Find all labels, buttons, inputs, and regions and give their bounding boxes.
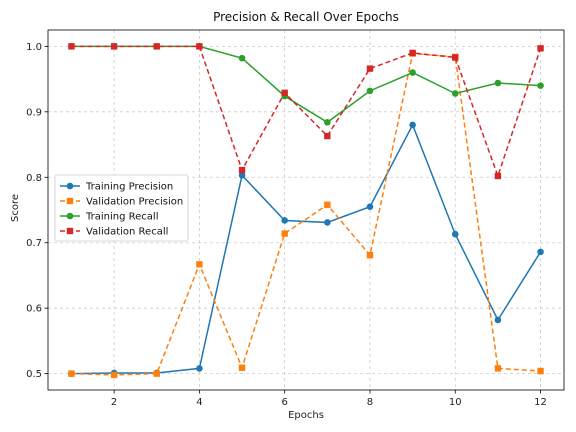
x-tick-label: 2 bbox=[111, 397, 117, 408]
legend-label: Training Precision bbox=[85, 182, 173, 193]
data-point bbox=[366, 251, 374, 259]
series-line bbox=[71, 45, 542, 179]
chart-title: Precision & Recall Over Epochs bbox=[213, 10, 399, 24]
legend-item: Training Precision bbox=[60, 182, 173, 193]
data-point bbox=[110, 43, 118, 50]
series-2 bbox=[68, 43, 544, 126]
legend-box bbox=[54, 174, 189, 242]
data-point bbox=[196, 43, 203, 50]
plot-area bbox=[47, 29, 565, 391]
data-point bbox=[452, 54, 459, 61]
data-point bbox=[366, 203, 374, 211]
y-axis: 0.5 0.6 0.7 0.8 0.9 1.0 bbox=[26, 42, 48, 380]
x-tick-label: 6 bbox=[281, 397, 287, 408]
legend-item: Training Recall bbox=[60, 212, 158, 223]
data-point bbox=[238, 364, 246, 371]
data-point bbox=[68, 370, 75, 377]
data-point bbox=[281, 89, 288, 97]
x-axis: 2 4 6 8 10 12 bbox=[111, 390, 547, 408]
y-tick-label: 0.8 bbox=[26, 173, 42, 184]
data-point bbox=[409, 121, 416, 129]
legend-label: Validation Recall bbox=[86, 227, 168, 238]
data-point bbox=[281, 217, 288, 224]
data-point bbox=[238, 172, 246, 179]
data-point bbox=[68, 43, 75, 50]
data-point bbox=[366, 87, 374, 95]
data-point bbox=[537, 45, 544, 52]
data-point bbox=[153, 370, 160, 377]
data-point bbox=[409, 69, 416, 76]
data-point bbox=[494, 316, 502, 324]
y-tick-label: 0.7 bbox=[26, 238, 42, 249]
data-point bbox=[324, 201, 331, 208]
data-point bbox=[153, 43, 160, 50]
legend-marker bbox=[66, 182, 74, 190]
legend-label: Training Recall bbox=[85, 212, 158, 223]
data-point bbox=[196, 365, 203, 372]
data-point bbox=[196, 261, 203, 268]
x-tick-label: 4 bbox=[196, 397, 202, 408]
data-point bbox=[494, 365, 502, 372]
x-tick-label: 8 bbox=[367, 397, 373, 408]
series-3 bbox=[68, 43, 544, 180]
series-line bbox=[71, 123, 542, 375]
data-point bbox=[537, 248, 544, 256]
y-tick-label: 0.9 bbox=[26, 107, 42, 118]
data-point bbox=[451, 230, 459, 238]
data-point bbox=[537, 367, 544, 375]
legend-item: Validation Recall bbox=[60, 227, 168, 238]
data-point bbox=[451, 90, 459, 97]
series-line bbox=[71, 45, 541, 124]
y-axis-label: Score bbox=[10, 194, 21, 222]
data-point bbox=[537, 82, 544, 89]
legend-marker bbox=[66, 227, 74, 235]
data-point bbox=[409, 49, 416, 57]
x-tick-label: 12 bbox=[534, 397, 547, 408]
data-point bbox=[238, 54, 246, 62]
data-point bbox=[494, 79, 502, 87]
legend-marker bbox=[66, 197, 74, 205]
data-point bbox=[494, 172, 502, 180]
legend-item: Validation Precision bbox=[60, 197, 183, 208]
legend: Training Precision Validation Precision Tr… bbox=[54, 174, 189, 242]
x-axis-label: Epochs bbox=[288, 410, 324, 421]
y-tick-label: 1.0 bbox=[26, 42, 42, 53]
series-layer bbox=[68, 43, 544, 379]
data-point bbox=[238, 166, 246, 174]
data-point bbox=[366, 65, 374, 72]
legend-label: Validation Precision bbox=[86, 197, 183, 208]
data-point bbox=[324, 132, 331, 140]
data-point bbox=[324, 118, 331, 126]
legend-marker bbox=[66, 212, 74, 220]
data-point bbox=[324, 219, 331, 226]
series-0 bbox=[68, 121, 544, 377]
data-point bbox=[110, 371, 118, 379]
data-point bbox=[281, 230, 288, 237]
y-tick-label: 0.5 bbox=[26, 369, 42, 380]
x-tick-label: 10 bbox=[449, 397, 462, 408]
series-line bbox=[71, 52, 541, 376]
y-tick-label: 0.6 bbox=[26, 304, 42, 315]
